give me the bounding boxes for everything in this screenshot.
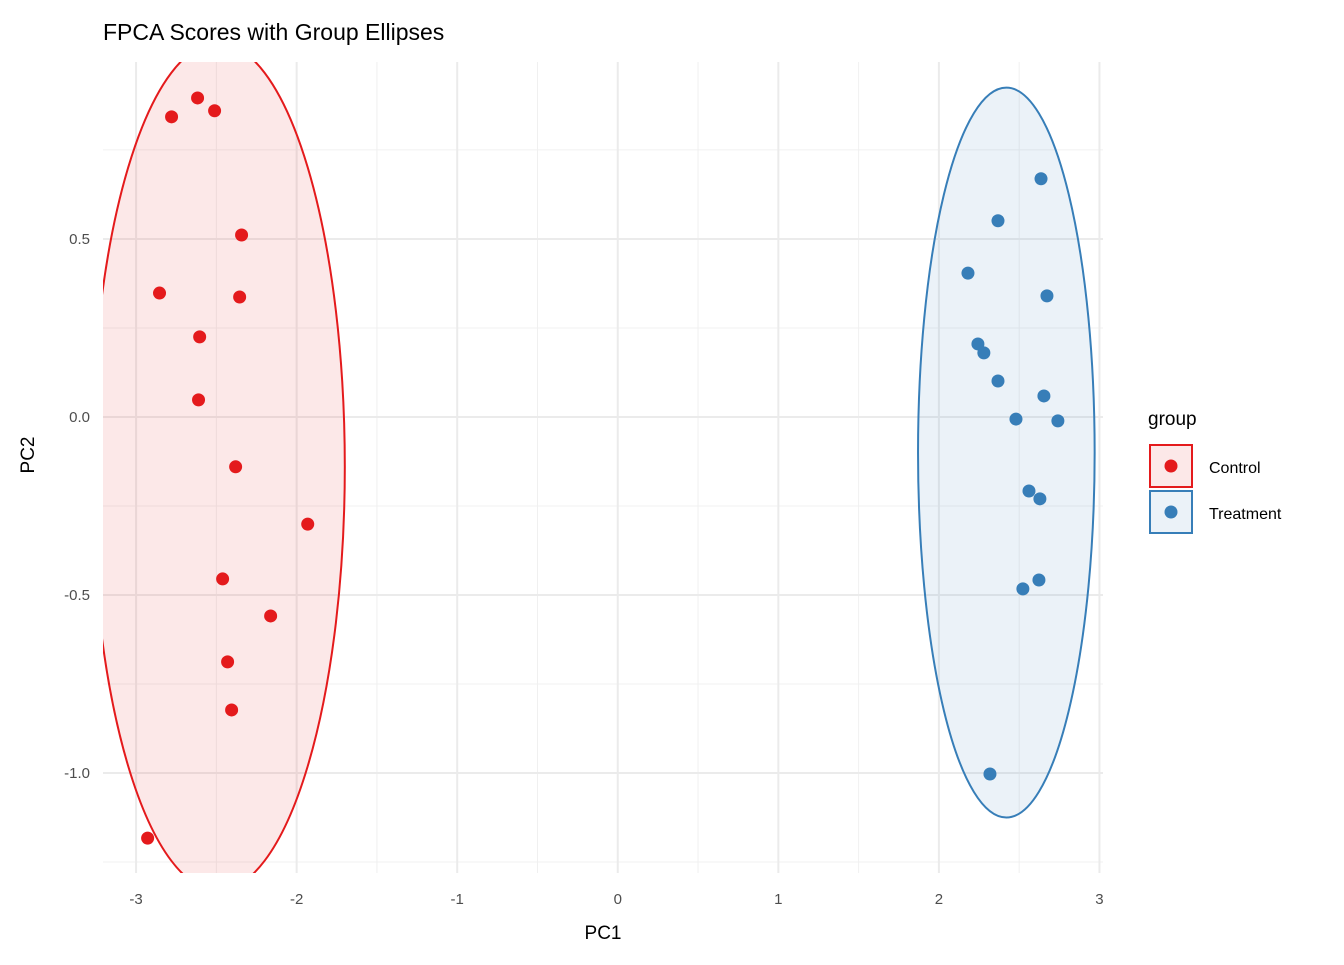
control-point (221, 655, 235, 669)
y-tick-label: 0.0 (69, 409, 90, 426)
treatment-point (1022, 484, 1036, 498)
y-tick-label: -0.5 (64, 587, 90, 604)
treatment-point (961, 266, 975, 280)
treatment-point (1040, 289, 1054, 303)
treatment-point (1033, 492, 1047, 506)
treatment-point (1009, 412, 1023, 426)
legend-point-treatment (1164, 505, 1178, 519)
y-tick-label: 0.5 (69, 231, 90, 248)
treatment-point (991, 214, 1005, 228)
legend-label-control: Control (1209, 460, 1261, 477)
y-axis-ticks: 0.5 0.0 -0.5 -1.0 (64, 231, 90, 782)
treatment-point (1037, 389, 1051, 403)
y-tick-label: -1.0 (64, 765, 90, 782)
legend-label-treatment: Treatment (1209, 506, 1282, 523)
treatment-point (983, 767, 997, 781)
control-point (216, 572, 230, 586)
legend: group Control Treatment (1148, 409, 1282, 534)
control-point (235, 228, 249, 242)
x-axis-label: PC1 (585, 923, 622, 944)
x-tick-label: -2 (290, 891, 303, 908)
control-point (165, 110, 179, 124)
group-ellipses (103, 62, 1096, 873)
x-tick-label: 0 (614, 891, 622, 908)
control-point (141, 831, 155, 845)
x-tick-label: -1 (451, 891, 464, 908)
control-point (264, 609, 278, 623)
control-point (229, 460, 243, 474)
treatment-ellipse (917, 86, 1096, 819)
x-tick-label: 1 (774, 891, 782, 908)
control-point (193, 330, 207, 344)
points (141, 91, 1065, 845)
grid (103, 62, 1103, 873)
control-point (208, 104, 222, 118)
treatment-point (1016, 582, 1030, 596)
legend-point-control (1164, 459, 1178, 473)
chart-title: FPCA Scores with Group Ellipses (103, 19, 444, 45)
control-point (301, 517, 315, 531)
control-point (192, 393, 206, 407)
x-tick-label: 2 (935, 891, 943, 908)
control-point (233, 290, 247, 304)
y-axis-label: PC2 (18, 437, 39, 474)
control-point (225, 703, 239, 717)
treatment-point (977, 346, 991, 360)
control-point (153, 286, 167, 300)
legend-title: group (1148, 409, 1197, 430)
x-axis-ticks: -3 -2 -1 0 1 2 3 (129, 891, 1103, 908)
x-tick-label: -3 (129, 891, 142, 908)
treatment-point (1051, 414, 1065, 428)
treatment-point (1032, 573, 1046, 587)
treatment-point (1034, 172, 1048, 186)
x-tick-label: 3 (1095, 891, 1103, 908)
control-ellipse (103, 62, 346, 873)
control-point (191, 91, 205, 105)
treatment-point (991, 374, 1005, 388)
